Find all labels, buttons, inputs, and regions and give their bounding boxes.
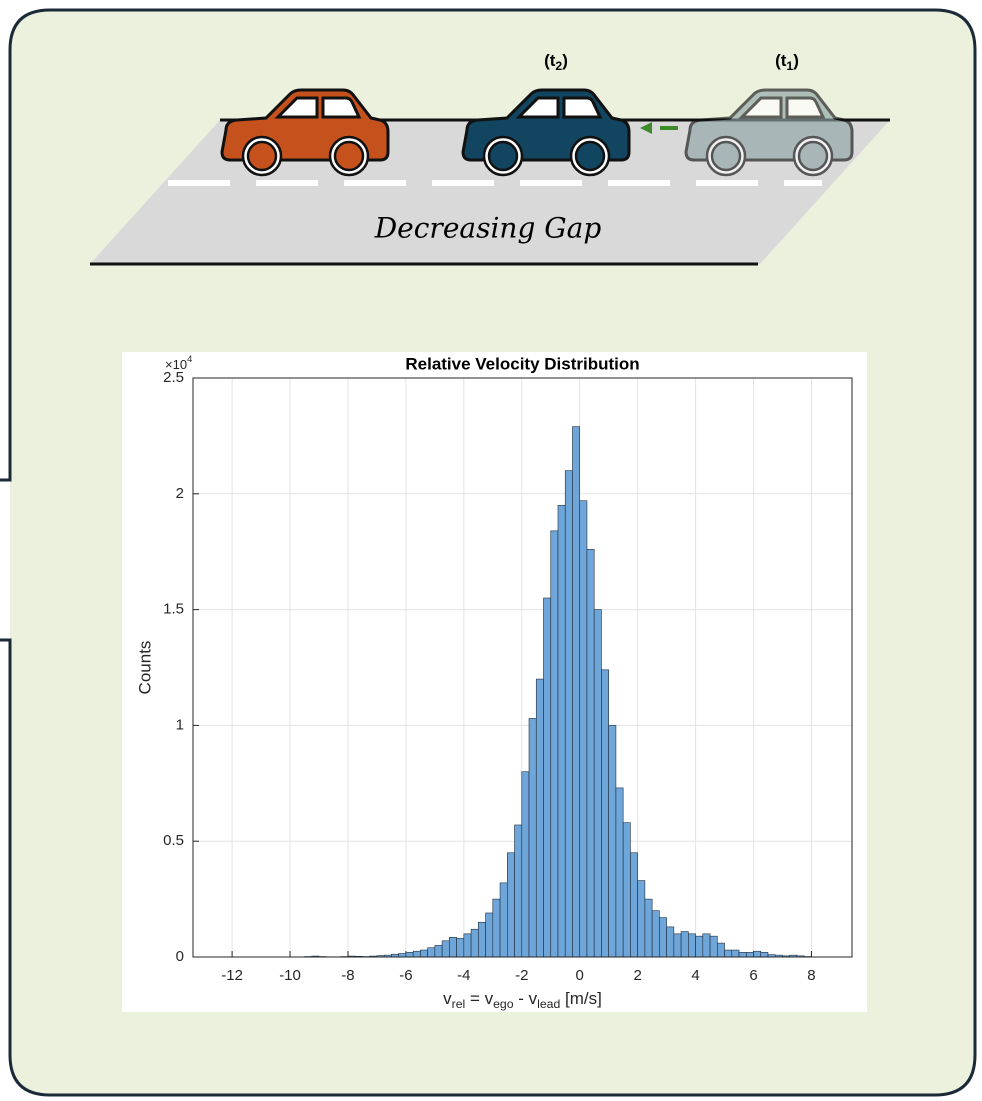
bar: [680, 931, 689, 958]
bar: [666, 926, 675, 958]
bar: [514, 824, 523, 958]
text-part: (t: [775, 51, 787, 70]
x-tick-label: -4: [457, 967, 470, 984]
bar: [601, 669, 609, 958]
bar: [745, 952, 754, 958]
bar: [608, 725, 617, 958]
y-tick-label: 0: [176, 948, 184, 965]
bar: [463, 933, 472, 958]
bar: [434, 945, 443, 958]
bar: [622, 822, 631, 958]
text-part: ): [793, 51, 799, 70]
bar: [441, 940, 450, 958]
bar: [478, 921, 486, 958]
bar: [492, 898, 501, 958]
text-part: lead: [537, 997, 560, 1011]
text-part: v: [443, 989, 452, 1008]
bar: [535, 678, 544, 958]
bar: [659, 917, 667, 958]
bar: [760, 952, 769, 958]
bar: [420, 949, 428, 958]
bar: [651, 910, 660, 958]
x-tick-label: 0: [576, 967, 584, 984]
text-part: - v: [514, 989, 538, 1008]
bar: [499, 882, 508, 958]
bar: [673, 933, 682, 958]
bar: [738, 952, 747, 958]
bar: [550, 530, 559, 958]
bar: [543, 597, 552, 958]
bar: [557, 505, 566, 958]
x-axis-label: vrel = vego - vlead [m/s]: [443, 989, 602, 1011]
text-part: = v: [465, 989, 493, 1008]
x-tick-label: -10: [279, 967, 301, 984]
bar: [449, 937, 457, 958]
bar: [586, 549, 595, 958]
bar: [615, 787, 624, 958]
text-part: ): [562, 51, 568, 70]
bar: [485, 912, 494, 958]
bar: [470, 928, 479, 958]
text-part: 1: [786, 59, 793, 73]
y-tick-label: 2.5: [163, 369, 184, 386]
bar: [688, 933, 696, 958]
bar: [709, 935, 718, 958]
bar: [412, 950, 421, 958]
bar: [637, 880, 646, 958]
y-tick-label: 1.5: [163, 601, 184, 618]
bar: [528, 718, 537, 958]
time-label: (t1): [775, 51, 799, 73]
bar: [753, 950, 762, 958]
text-part: rel: [452, 997, 466, 1011]
bar: [521, 771, 530, 958]
road-illustration: (t2) (t1) Decreasing Gap: [90, 51, 890, 266]
x-tick-label: 4: [691, 967, 699, 984]
chart-title: Relative Velocity Distribution: [405, 354, 639, 373]
bar: [724, 949, 733, 958]
x-tick-label: -6: [399, 967, 412, 984]
bar: [593, 609, 602, 958]
x-tick-label: 2: [633, 967, 641, 984]
caption: Decreasing Gap: [374, 212, 602, 245]
x-tick-label: 6: [749, 967, 757, 984]
text-part: (t: [544, 51, 556, 70]
chart: 0 0.5 1 1.5 2 2.5 -12 -10 -8 -6 -4 -2 0 2 4 6 8 Relative …: [135, 354, 853, 1011]
plot-box: [192, 377, 853, 958]
bar: [731, 949, 740, 958]
time-label: (t2): [544, 51, 568, 73]
bar: [405, 952, 414, 958]
text-part: 4: [187, 354, 192, 364]
x-tick-label: -8: [341, 967, 354, 984]
y-tick-label: 2: [176, 485, 184, 502]
y-axis-label: Counts: [135, 641, 154, 695]
bar: [427, 947, 436, 958]
axis-multiplier: ×104: [165, 354, 192, 372]
x-tick-label: -2: [515, 967, 528, 984]
text-part: ego: [493, 997, 514, 1011]
text-part: 2: [555, 59, 562, 73]
panel-border: [0, 8, 977, 1097]
bar: [506, 852, 515, 958]
y-tick-label: 1: [176, 716, 184, 733]
y-tick-label: 0.5: [163, 832, 184, 849]
bar: [717, 942, 725, 958]
x-tick-label: -12: [221, 967, 243, 984]
bar: [398, 953, 407, 958]
text-part: [m/s]: [560, 989, 602, 1008]
bar: [572, 426, 581, 958]
bar: [564, 470, 573, 958]
bar: [644, 898, 653, 958]
text-part: ×10: [165, 357, 187, 372]
bar: [695, 935, 704, 958]
bar: [630, 852, 638, 958]
bar: [702, 933, 711, 958]
x-tick-label: 8: [807, 967, 815, 984]
bar: [579, 500, 588, 958]
bar: [456, 938, 465, 958]
arrow-head: [640, 122, 652, 134]
